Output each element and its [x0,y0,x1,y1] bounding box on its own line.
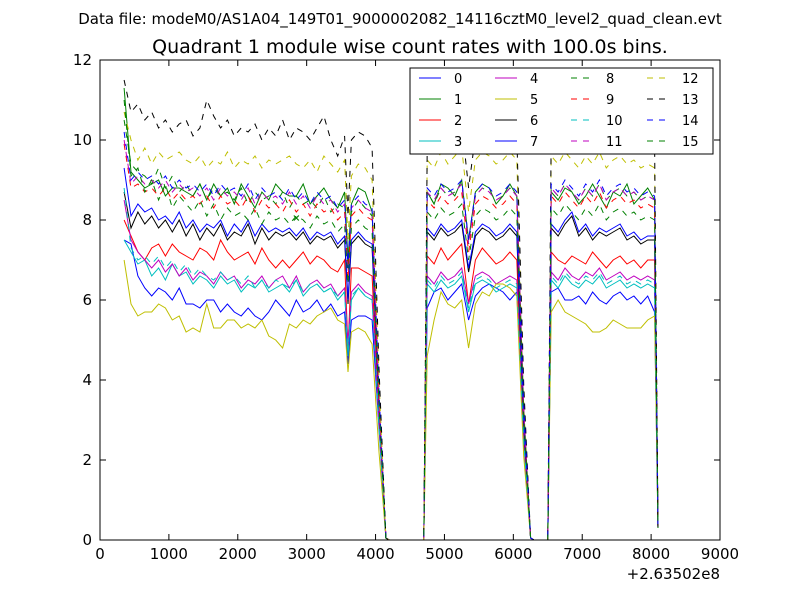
y-tick-label: 2 [82,451,92,469]
series-15 [123,99,659,541]
legend-item-0: 0 [419,72,462,87]
y-tick-label: 10 [73,131,92,149]
legend-label: 15 [682,135,699,150]
x-offset-label: +2.63502e8 [627,565,720,583]
legend-label: 12 [682,72,699,87]
legend-label: 1 [454,93,462,108]
series-line-13 [123,79,659,541]
series-line-10 [123,187,659,541]
legend-label: 14 [682,114,699,129]
x-tick-label: 7000 [563,545,601,563]
x-tick-label: 5000 [425,545,463,563]
legend-label: 5 [530,93,538,108]
y-tick-label: 12 [73,51,92,69]
legend-label: 3 [454,135,462,150]
series-10 [123,187,659,541]
series-line-12 [123,111,659,541]
x-tick-label: 4000 [356,545,394,563]
y-tick-label: 0 [82,531,92,549]
legend-label: 7 [530,135,538,150]
legend-label: 9 [606,93,614,108]
legend-label: 2 [454,114,462,129]
legend-item-11: 11 [571,135,623,150]
y-tick-label: 8 [82,211,92,229]
x-tick-label: 2000 [219,545,257,563]
y-tick-label: 4 [82,371,92,389]
legend-item-6: 6 [495,114,538,129]
series-line-11 [123,139,659,541]
series-line-5 [123,259,659,541]
x-tick-label: 9000 [701,545,739,563]
legend-item-7: 7 [495,135,538,150]
x-tick-label: 8000 [632,545,670,563]
legend-item-2: 2 [419,114,462,129]
legend-item-5: 5 [495,93,538,108]
legend-item-3: 3 [419,135,462,150]
legend-item-15: 15 [647,135,699,150]
legend-label: 11 [606,135,623,150]
x-tick-label: 1000 [150,545,188,563]
legend-label: 13 [682,93,699,108]
legend-label: 10 [606,114,623,129]
legend-item-13: 13 [647,93,699,108]
x-axis: 0 1000 2000 3000 4000 5000 6000 7000 8000 9000 [95,60,739,563]
legend-item-1: 1 [419,93,462,108]
x-tick-label: 6000 [494,545,532,563]
legend-item-9: 9 [571,93,614,108]
legend-item-12: 12 [647,72,699,87]
legend-frame [409,67,714,155]
legend-item-4: 4 [495,72,538,87]
x-tick-label: 3000 [288,545,326,563]
legend-item-14: 14 [647,114,699,129]
x-tick-label: 0 [95,545,105,563]
series-13 [123,79,659,541]
legend-item-8: 8 [571,72,614,87]
legend-label: 0 [454,72,462,87]
chart-suptitle: Data file: modeM0/AS1A04_149T01_90000020… [78,10,722,29]
legend-label: 4 [530,72,538,87]
chart-title: Quadrant 1 module wise count rates with … [152,36,668,58]
series-layer [123,79,659,541]
series-5 [123,259,659,541]
series-11 [123,139,659,541]
legend-label: 8 [606,72,614,87]
series-line-15 [123,99,659,541]
marker-layer [293,215,300,221]
y-tick-label: 6 [82,291,92,309]
legend-label: 6 [530,114,538,129]
series-12 [123,111,659,541]
legend-item-10: 10 [571,114,623,129]
data-marker [293,215,300,221]
